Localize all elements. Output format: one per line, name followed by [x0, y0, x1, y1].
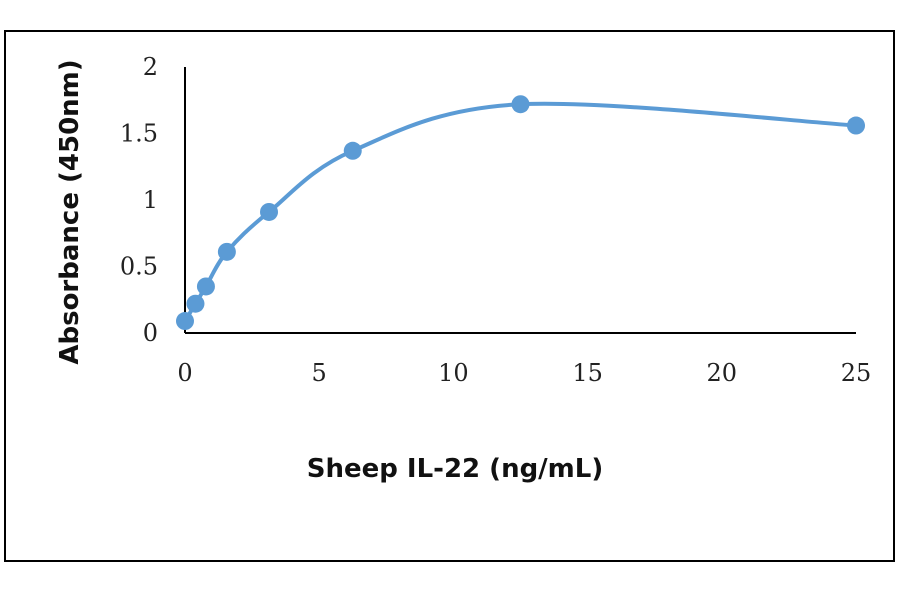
- x-axis-title: Sheep IL-22 (ng/mL): [307, 454, 603, 484]
- data-point: [186, 294, 205, 313]
- data-point: [176, 312, 194, 331]
- data-point: [260, 202, 279, 221]
- chart-frame: [4, 30, 895, 562]
- x-tick-labels: 0 5 10 15 20 25: [177, 359, 871, 387]
- y-axis-title: Absorbance (450nm): [55, 59, 85, 364]
- data-point: [343, 141, 362, 160]
- x-tick-label: 10: [438, 359, 469, 387]
- x-tick-label: 5: [312, 359, 327, 387]
- data-point: [196, 277, 215, 296]
- y-tick-label: 2: [143, 53, 158, 81]
- data-point: [847, 116, 865, 135]
- series-line: [183, 101, 858, 324]
- x-tick-label: 25: [841, 359, 872, 387]
- y-tick-label: 0.5: [120, 253, 158, 281]
- y-tick-label: 1.5: [120, 120, 158, 148]
- series-layer: [176, 95, 865, 331]
- y-tick-label: 1: [143, 186, 158, 214]
- y-tick-label: 0: [143, 319, 158, 347]
- axes: [184, 67, 856, 334]
- data-point: [511, 95, 530, 114]
- x-tick-label: 20: [707, 359, 738, 387]
- x-tick-label: 0: [177, 359, 192, 387]
- x-tick-label: 15: [572, 359, 603, 387]
- data-point: [217, 242, 236, 261]
- y-tick-labels: 0 0.5 1 1.5 2: [120, 53, 158, 347]
